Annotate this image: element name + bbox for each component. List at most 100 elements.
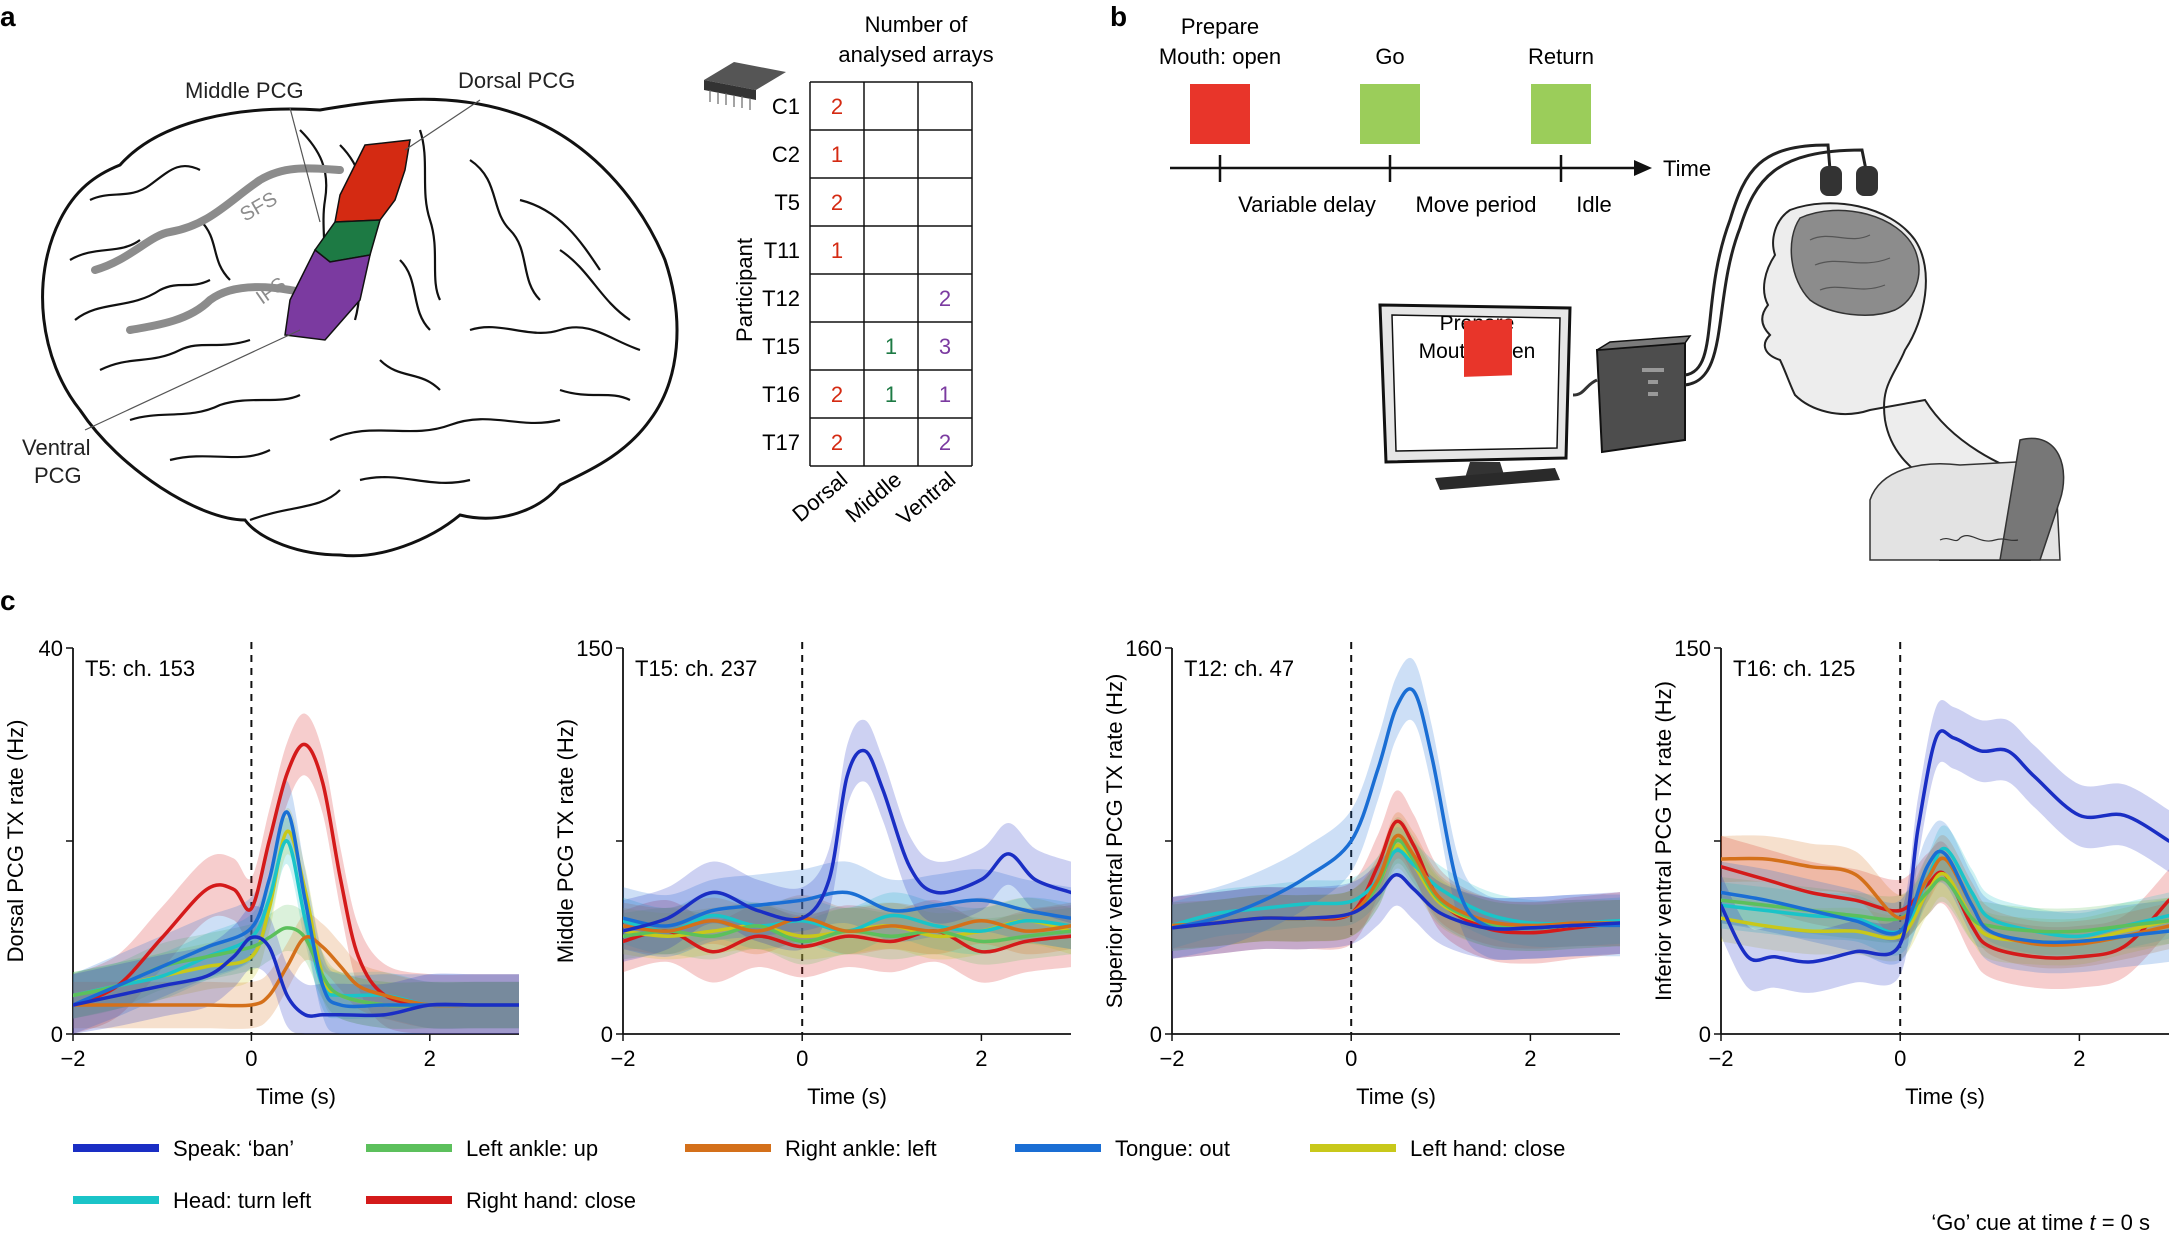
computer-tower	[1572, 335, 1692, 454]
series-group	[73, 713, 519, 1034]
ventral-pcg-region	[284, 248, 371, 341]
variable-delay-label: Variable delay	[1238, 192, 1376, 217]
leader-middle-pcg	[289, 107, 321, 223]
x-tick-label: 0	[1894, 1046, 1906, 1071]
participant-silhouette	[1761, 202, 2065, 561]
series-line-right-hand-close	[73, 742, 519, 1008]
move-period-label: Move period	[1415, 192, 1536, 217]
monitor: Prepare Mouth: open	[1378, 303, 1572, 490]
table-cell-dorsal: 2	[831, 430, 843, 455]
table-row-participant: T12	[762, 286, 800, 311]
table-cell-dorsal: 2	[831, 382, 843, 407]
prepare-label-2: Mouth: open	[1159, 44, 1281, 69]
y-tick-label: 0	[1699, 1022, 1711, 1047]
brain-illustration: Middle PCG Dorsal PCG SFS IFS Ventral PC…	[22, 68, 679, 558]
table-row-participant: T17	[762, 430, 800, 455]
table-cell-dorsal: 1	[831, 238, 843, 263]
microelectrode-array-icon	[704, 62, 786, 110]
label-ventral-pcg-1: Ventral	[22, 435, 91, 460]
series-line-tongue-out	[623, 890, 1071, 928]
y-tick-label: 40	[39, 636, 63, 661]
table-cell-dorsal: 2	[831, 94, 843, 119]
legend-label: Speak: ‘ban’	[173, 1136, 294, 1161]
caption-t: t	[2089, 1210, 2096, 1235]
prepare-cue-square	[1190, 84, 1250, 144]
series-band-head-turn-left	[1721, 825, 2169, 960]
table-cell-dorsal: 1	[831, 142, 843, 167]
legend-label: Left ankle: up	[466, 1136, 598, 1161]
y-tick-label: 150	[1674, 636, 1711, 661]
return-label: Return	[1528, 44, 1594, 69]
x-tick-label: 0	[1345, 1046, 1357, 1071]
x-tick-label: −2	[1708, 1046, 1733, 1071]
setup-illustration: Prepare Mouth: open	[1378, 143, 2065, 561]
series-line-head-turn-left	[1172, 848, 1620, 928]
x-axis-label: Time (s)	[1905, 1084, 1985, 1109]
table-row-participant: T15	[762, 334, 800, 359]
legend-item-tongue-out: Tongue: out	[1015, 1136, 1230, 1161]
task-timeline: Prepare Mouth: open Go Return Time Varia…	[1159, 14, 1711, 217]
table-grid	[809, 81, 973, 467]
time-label: Time	[1663, 156, 1711, 181]
table-column-header: Dorsal	[787, 467, 852, 527]
caption-suffix: = 0 s	[2096, 1210, 2150, 1235]
y-tick-label: 160	[1125, 636, 1162, 661]
table-cells: C1 2 C2 1 T5 2 T11 1 T12 2 T15 1 3 T16 2 1 1 T17 2 2 DorsalM…	[762, 94, 960, 530]
series-line-speak-ban	[73, 935, 519, 1018]
cables	[1684, 143, 1868, 387]
legend-item-left-hand-close: Left hand: close	[1310, 1136, 1565, 1161]
y-axis-label: Middle PCG TX rate (Hz)	[553, 719, 578, 963]
series-band-tongue-out	[623, 861, 1071, 957]
x-tick-label: 2	[424, 1046, 436, 1071]
x-tick-label: 2	[2073, 1046, 2085, 1071]
chart-title: T5: ch. 153	[85, 656, 195, 681]
series-line-right-ankle-left	[73, 935, 519, 1008]
caption-prefix: ‘Go’ cue at time	[1931, 1210, 2089, 1235]
label-middle-pcg: Middle PCG	[185, 78, 304, 103]
arrays-table: Number of analysed arrays Participant C1…	[732, 12, 994, 530]
table-row-participant: T16	[762, 382, 800, 407]
series-band-head-turn-left	[73, 817, 519, 1029]
table-title-line2: analysed arrays	[838, 42, 993, 67]
pedestal-connectors	[1820, 166, 1878, 196]
legend-item-right-ankle-left: Right ankle: left	[685, 1136, 937, 1161]
series-band-left-ankle-up	[623, 902, 1071, 965]
table-title-line1: Number of	[865, 12, 969, 37]
series-group	[1721, 700, 2169, 993]
x-axis-label: Time (s)	[256, 1084, 336, 1109]
series-band-speak-ban	[1721, 700, 2169, 993]
y-tick-label: 150	[576, 636, 613, 661]
chart-title: T15: ch. 237	[635, 656, 757, 681]
table-cell-middle: 1	[885, 382, 897, 407]
x-tick-label: 2	[1524, 1046, 1536, 1071]
label-dorsal-pcg: Dorsal PCG	[458, 68, 575, 93]
table-row-participant: T11	[764, 238, 800, 263]
idle-label: Idle	[1576, 192, 1611, 217]
screen-cue-square	[1464, 319, 1512, 377]
x-tick-label: −2	[1159, 1046, 1184, 1071]
series-band-right-ankle-left	[1172, 812, 1620, 949]
x-tick-label: −2	[610, 1046, 635, 1071]
legend-item-speak-ban: Speak: ‘ban’	[73, 1136, 294, 1161]
y-axis-label: Inferior ventral PCG TX rate (Hz)	[1651, 681, 1676, 1001]
y-axis-label: Dorsal PCG TX rate (Hz)	[3, 720, 28, 963]
table-row-participant: T5	[774, 190, 800, 215]
brain-outline	[41, 97, 679, 558]
caption: ‘Go’ cue at time t = 0 s	[1931, 1210, 2150, 1235]
series-band-right-hand-close	[1721, 835, 2169, 989]
table-row-participant: C2	[772, 142, 800, 167]
series-band-left-hand-close	[73, 808, 519, 1029]
legend-item-left-ankle-up: Left ankle: up	[366, 1136, 598, 1161]
series-line-right-ankle-left	[623, 916, 1071, 933]
table-cell-ventral: 2	[939, 286, 951, 311]
series-band-tongue-out	[1172, 657, 1620, 960]
y-tick-label: 0	[51, 1022, 63, 1047]
leader-ventral-pcg	[84, 329, 301, 431]
series-group	[623, 719, 1071, 983]
table-cell-ventral: 2	[939, 430, 951, 455]
prepare-label-1: Prepare	[1181, 14, 1259, 39]
legend: Speak: ‘ban’ Left ankle: up Right ankle: l…	[73, 1136, 1565, 1213]
